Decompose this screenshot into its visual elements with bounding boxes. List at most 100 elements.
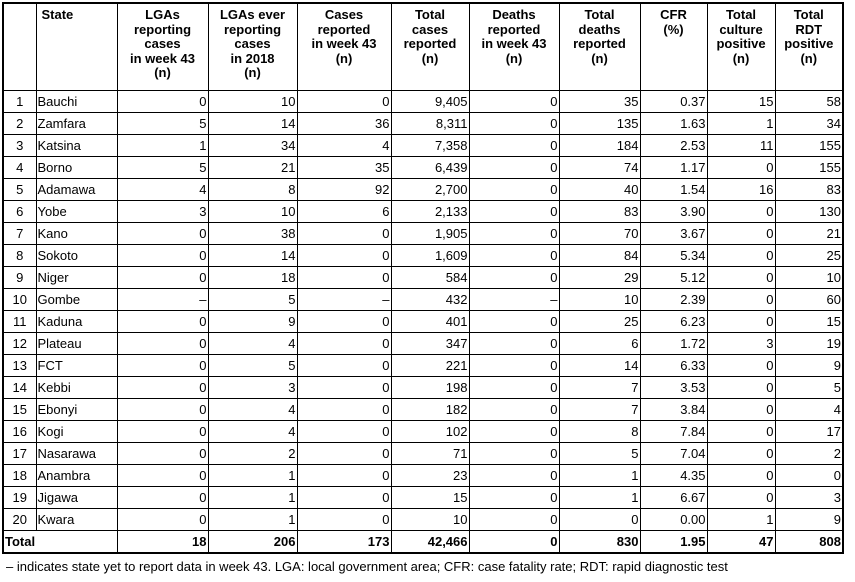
- value-cell: 8,311: [390, 112, 470, 135]
- value-cell: 6.33: [639, 354, 708, 377]
- value-cell: 0: [296, 354, 392, 377]
- value-cell: 0: [706, 156, 776, 179]
- value-cell: 84: [558, 244, 641, 267]
- value-cell: 0: [468, 420, 560, 443]
- value-cell: 0: [116, 442, 209, 465]
- value-cell: 74: [558, 156, 641, 179]
- value-cell: 0: [468, 376, 560, 399]
- row-number-cell: 11: [2, 310, 37, 333]
- value-cell: 38: [207, 222, 298, 245]
- value-cell: 1.72: [639, 332, 708, 355]
- column-header: State: [35, 2, 118, 91]
- row-number-cell: 16: [2, 420, 37, 443]
- value-cell: 1: [207, 486, 298, 509]
- row-number-cell: 4: [2, 156, 37, 179]
- value-cell: 0: [706, 310, 776, 333]
- table-row: 20 Kwara 0 1 0 10 0 0 0.00 1 9: [2, 508, 844, 531]
- table-row: 17 Nasarawa 0 2 0 71 0 5 7.04 0 2: [2, 442, 844, 465]
- table-row: 2 Zamfara 5 14 36 8,311 0 135 1.63 1 34: [2, 112, 844, 135]
- value-cell: 1,609: [390, 244, 470, 267]
- total-value-cell: 47: [706, 530, 776, 553]
- value-cell: 9: [774, 508, 844, 531]
- table-row: 19 Jigawa 0 1 0 15 0 1 6.67 0 3: [2, 486, 844, 509]
- value-cell: 25: [774, 244, 844, 267]
- value-cell: 10: [558, 288, 641, 311]
- value-cell: 6.67: [639, 486, 708, 509]
- column-header: LGAs reporting cases in week 43 (n): [116, 2, 209, 91]
- table-row: 10 Gombe –5–432–10 2.39 0 60: [2, 288, 844, 311]
- value-cell: 23: [390, 464, 470, 487]
- value-cell: 7.04: [639, 442, 708, 465]
- table-row: 13 FCT 0 5 0 221 0 14 6.33 0 9: [2, 354, 844, 377]
- value-cell: 10: [207, 200, 298, 223]
- value-cell: 25: [558, 310, 641, 333]
- value-cell: 5.12: [639, 266, 708, 289]
- state-cell: Anambra: [35, 464, 118, 487]
- table-row: 15 Ebonyi 0 4 0 182 0 7 3.84 0 4: [2, 398, 844, 421]
- value-cell: 35: [558, 90, 641, 113]
- value-cell: 0: [706, 266, 776, 289]
- table-row: 11 Kaduna 0 9 0 401 0 25 6.23 0 15: [2, 310, 844, 333]
- value-cell: 0: [468, 244, 560, 267]
- value-cell: 3.53: [639, 376, 708, 399]
- row-number-cell: 2: [2, 112, 37, 135]
- value-cell: 0: [468, 266, 560, 289]
- value-cell: 7.84: [639, 420, 708, 443]
- value-cell: 1.63: [639, 112, 708, 135]
- value-cell: 3: [116, 200, 209, 223]
- value-cell: 0: [468, 156, 560, 179]
- value-cell: 155: [774, 156, 844, 179]
- column-header: CFR (%): [639, 2, 708, 91]
- value-cell: 432: [390, 288, 470, 311]
- value-cell: 0: [468, 332, 560, 355]
- value-cell: 40: [558, 178, 641, 201]
- value-cell: 0: [468, 354, 560, 377]
- value-cell: 102: [390, 420, 470, 443]
- value-cell: 0: [706, 354, 776, 377]
- value-cell: 0: [296, 376, 392, 399]
- value-cell: 0: [468, 442, 560, 465]
- state-cell: Kaduna: [35, 310, 118, 333]
- value-cell: 11: [706, 134, 776, 157]
- value-cell: 2: [207, 442, 298, 465]
- value-cell: 5: [774, 376, 844, 399]
- value-cell: 70: [558, 222, 641, 245]
- value-cell: 0: [116, 508, 209, 531]
- value-cell: 0: [116, 354, 209, 377]
- value-cell: 0: [468, 178, 560, 201]
- row-number-cell: 19: [2, 486, 37, 509]
- state-cell: Jigawa: [35, 486, 118, 509]
- value-cell: 10: [207, 90, 298, 113]
- total-value-cell: 42,466: [390, 530, 470, 553]
- value-cell: 3: [706, 332, 776, 355]
- row-number-cell: 10: [2, 288, 37, 311]
- total-value-cell: 1.95: [639, 530, 708, 553]
- value-cell: 0: [116, 486, 209, 509]
- row-number-cell: 6: [2, 200, 37, 223]
- value-cell: 0: [296, 222, 392, 245]
- value-cell: 17: [774, 420, 844, 443]
- value-cell: 3.90: [639, 200, 708, 223]
- cholera-states-table: State LGAs reporting cases in week 43 (n)…: [2, 2, 844, 554]
- value-cell: 5: [116, 112, 209, 135]
- value-cell: –: [296, 288, 392, 311]
- value-cell: 3: [207, 376, 298, 399]
- value-cell: 21: [774, 222, 844, 245]
- column-header: Deaths reported in week 43 (n): [468, 2, 560, 91]
- value-cell: 3.67: [639, 222, 708, 245]
- value-cell: 4: [774, 398, 844, 421]
- value-cell: 0: [296, 398, 392, 421]
- value-cell: 0: [296, 244, 392, 267]
- value-cell: 5: [207, 288, 298, 311]
- table-body: 1 Bauchi 0 10 0 9,405 0 35 0.37 15 58 2 Zamfara 5 14 36…: [2, 90, 844, 553]
- value-cell: 0: [706, 486, 776, 509]
- state-cell: Kebbi: [35, 376, 118, 399]
- value-cell: 5: [116, 156, 209, 179]
- state-cell: Yobe: [35, 200, 118, 223]
- value-cell: 0: [116, 244, 209, 267]
- table-row: 12 Plateau 0 4 0 347 0 6 1.72 3 19: [2, 332, 844, 355]
- value-cell: 0: [116, 376, 209, 399]
- value-cell: 0: [468, 508, 560, 531]
- value-cell: 92: [296, 178, 392, 201]
